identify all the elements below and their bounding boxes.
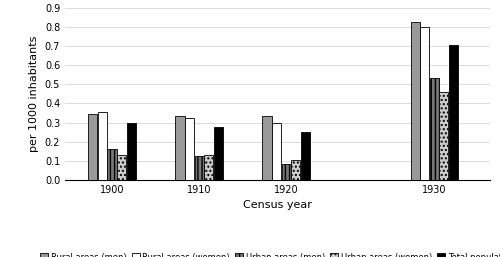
Y-axis label: per 1000 inhabitants: per 1000 inhabitants — [29, 36, 39, 152]
Bar — [117, 155, 126, 180]
Bar — [108, 149, 116, 180]
Bar — [176, 116, 184, 180]
Bar — [430, 78, 439, 180]
Bar — [194, 156, 203, 180]
Bar — [126, 123, 136, 180]
Bar — [449, 45, 458, 180]
Bar — [410, 22, 420, 180]
Bar — [272, 123, 281, 180]
Bar — [420, 27, 429, 180]
Bar — [282, 164, 291, 180]
X-axis label: Census year: Census year — [243, 200, 312, 210]
Bar — [301, 132, 310, 180]
Bar — [98, 112, 107, 180]
Bar — [214, 127, 223, 180]
Bar — [291, 160, 300, 180]
Bar — [440, 92, 448, 180]
Legend: Rural areas (men), Rural areas (women), Urban areas (men), Urban areas (women), : Rural areas (men), Rural areas (women), … — [36, 250, 500, 257]
Bar — [88, 114, 98, 180]
Bar — [185, 118, 194, 180]
Bar — [204, 155, 213, 180]
Bar — [262, 116, 272, 180]
